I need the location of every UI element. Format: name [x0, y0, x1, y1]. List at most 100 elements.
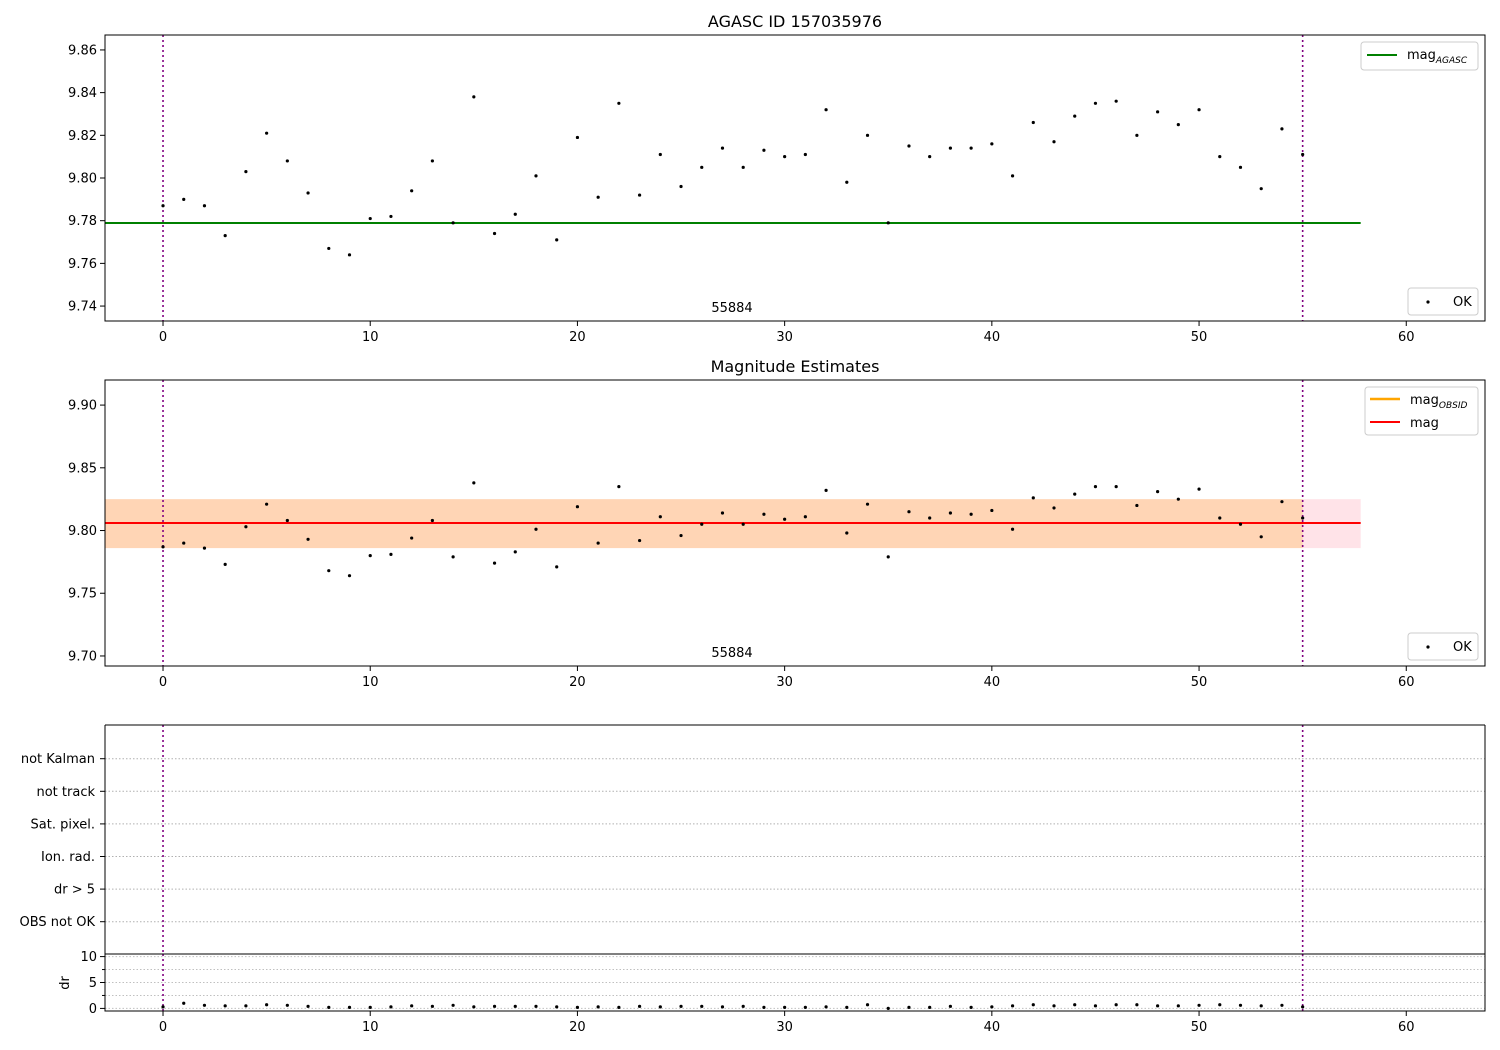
data-point	[410, 1004, 414, 1008]
data-point	[617, 485, 621, 489]
data-point	[1093, 1004, 1098, 1008]
panel-title: AGASC ID 157035976	[708, 12, 882, 31]
data-point	[202, 1003, 207, 1007]
data-point	[389, 214, 393, 219]
panel-dr: 0 5 10 0 10 20 30 40 50 60 dr	[58, 950, 1486, 1035]
legend-label: mag	[1410, 416, 1439, 431]
x-tick-label: 60	[1398, 330, 1415, 345]
y-tick-label: 9.82	[68, 129, 97, 144]
flag-label: dr > 5	[54, 883, 95, 898]
data-point	[803, 1005, 807, 1009]
data-point	[472, 1005, 476, 1009]
data-point	[472, 481, 476, 485]
data-point	[803, 152, 807, 157]
data-point	[1176, 497, 1180, 501]
data-point	[285, 1003, 289, 1007]
x-tick-label: 30	[776, 1020, 793, 1035]
legend-top: magAGASC	[1360, 41, 1479, 71]
data-point	[783, 1005, 787, 1009]
data-point	[824, 108, 828, 112]
svg-text:magAGASC: magAGASC	[1407, 48, 1468, 66]
y-tick-label: 9.75	[68, 587, 97, 602]
flag-label: Sat. pixel.	[31, 817, 95, 832]
data-point	[430, 1004, 434, 1008]
data-point	[1259, 187, 1263, 191]
data-point	[596, 195, 600, 199]
x-tick-label: 20	[569, 1020, 586, 1035]
data-point	[1280, 127, 1284, 131]
x-tick-label: 30	[776, 330, 793, 345]
x-tick-label: 0	[159, 675, 167, 690]
data-point	[202, 546, 207, 550]
data-point	[265, 1003, 269, 1007]
plot-frame	[104, 34, 1486, 322]
legend-label: OK	[1453, 640, 1472, 655]
data-point	[762, 512, 766, 516]
legend-label-subscript: OBSID	[1439, 401, 1468, 411]
data-point	[1197, 108, 1201, 112]
data-point	[845, 180, 849, 184]
data-point	[347, 1005, 352, 1009]
y-axis-label: dr	[58, 976, 73, 990]
flag-label: not Kalman	[21, 752, 95, 767]
x-tick-label: 50	[1191, 330, 1208, 345]
data-point	[430, 159, 434, 163]
data-point	[555, 565, 559, 569]
data-point	[244, 1004, 248, 1008]
data-point	[700, 522, 704, 526]
data-point	[1031, 1003, 1035, 1007]
y-tick-label: 9.90	[68, 399, 97, 414]
data-point	[928, 155, 932, 159]
data-point	[285, 518, 289, 523]
data-point	[990, 508, 994, 513]
data-point	[1301, 152, 1305, 157]
data-point	[327, 1005, 331, 1009]
data-point	[928, 1005, 932, 1009]
x-tick-label: 60	[1398, 1020, 1415, 1035]
data-point	[1093, 101, 1098, 105]
svg-text:magOBSID: magOBSID	[1410, 393, 1468, 411]
data-point	[1135, 133, 1139, 137]
data-point	[223, 562, 227, 566]
x-tick-label: 50	[1191, 675, 1208, 690]
plot-frame	[104, 953, 1486, 1012]
data-point	[347, 253, 352, 257]
data-point	[1010, 174, 1015, 178]
data-point	[555, 238, 559, 242]
legend-label-subscript: AGASC	[1435, 56, 1468, 66]
data-point	[430, 518, 434, 523]
data-point	[472, 95, 476, 99]
data-point	[1238, 165, 1243, 169]
data-point	[1135, 1003, 1139, 1007]
data-point	[762, 1005, 766, 1009]
panel-magnitude-estimates: Magnitude Estimates 9.70 9.75 9.80 9.85 9.90…	[68, 357, 1486, 690]
data-point	[596, 541, 600, 545]
x-tick-label: 30	[776, 675, 793, 690]
data-point	[658, 1005, 662, 1009]
y-tick-label: 9.76	[68, 257, 97, 272]
x-tick-label: 20	[569, 675, 586, 690]
data-point	[700, 1004, 704, 1008]
data-point	[969, 146, 973, 150]
data-point	[575, 505, 580, 509]
x-tick-label: 10	[362, 675, 379, 690]
y-tick-label: 9.80	[68, 524, 97, 539]
data-point	[865, 1003, 870, 1007]
data-point	[720, 146, 725, 150]
data-point	[492, 1004, 497, 1008]
data-point	[451, 1003, 455, 1007]
data-point	[1280, 1003, 1284, 1007]
data-point	[1093, 485, 1098, 489]
y-tick-label: 9.70	[68, 649, 97, 664]
data-point	[1073, 492, 1077, 496]
obsid-annotation: 55884	[711, 646, 752, 661]
data-point	[948, 511, 953, 515]
data-point	[637, 538, 642, 543]
panel-agasc-magnitude: AGASC ID 157035976 9.74 9.76 9.78 9.80 9.82 9…	[68, 12, 1486, 345]
data-point	[368, 216, 372, 221]
data-point	[244, 525, 248, 529]
data-point	[555, 1005, 559, 1009]
data-point	[534, 1004, 538, 1008]
data-point	[1156, 1004, 1160, 1008]
